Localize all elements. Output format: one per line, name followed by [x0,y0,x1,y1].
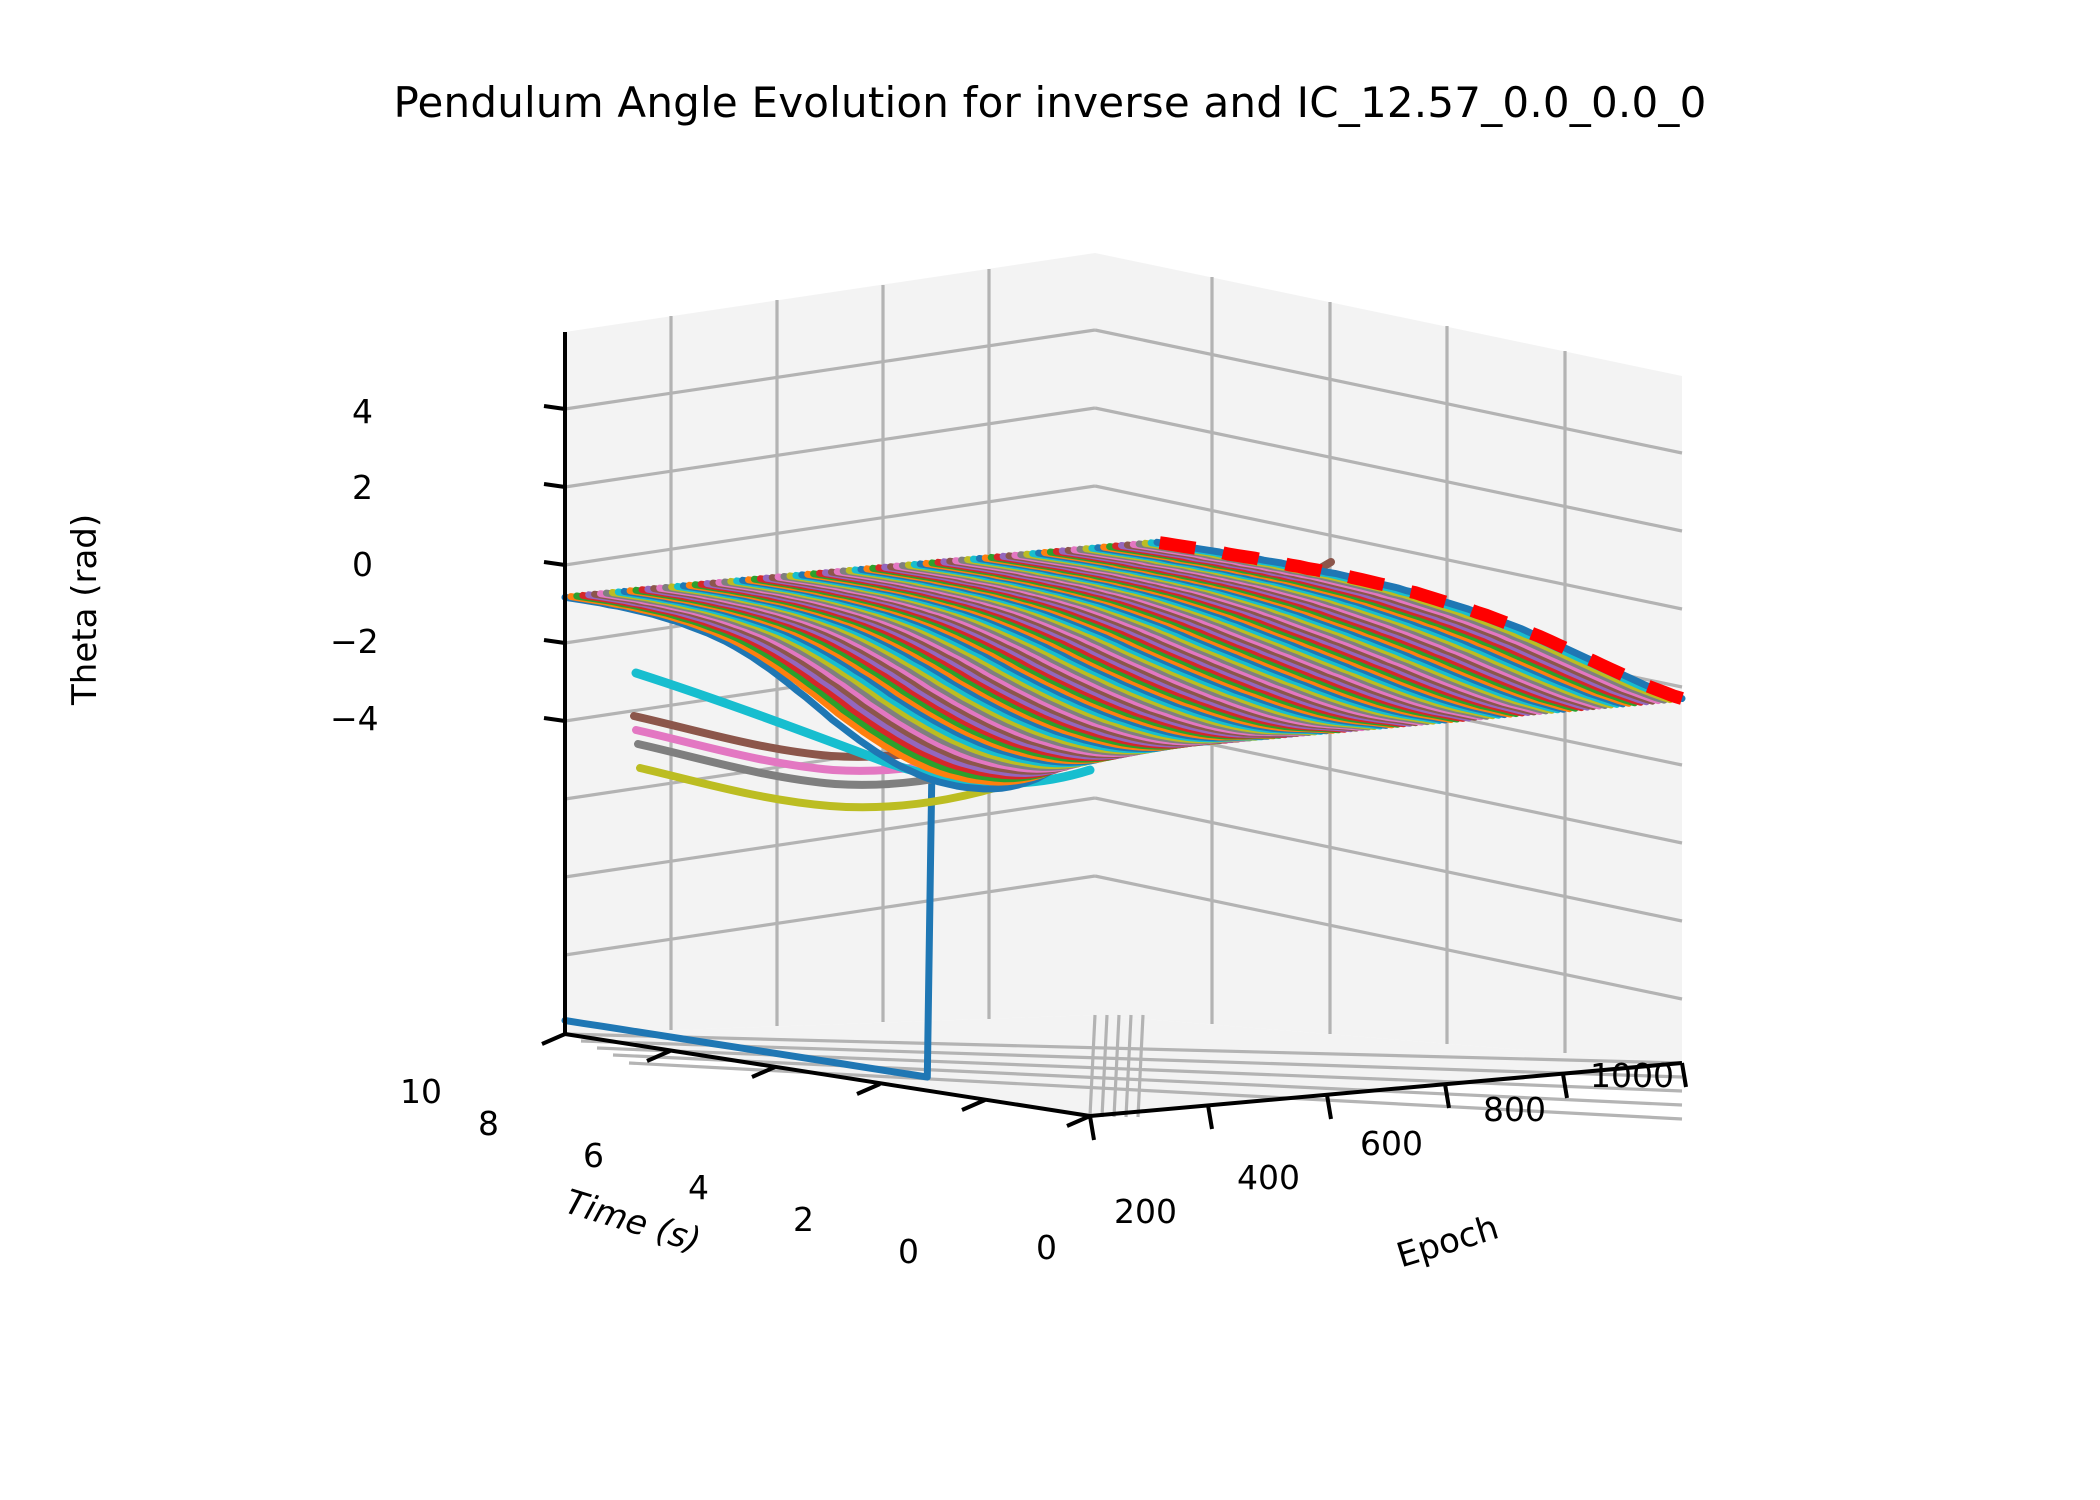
axis-ticks [541,404,1688,1141]
ztick-label-2: 2 [352,468,373,507]
epoch-trajectory-bundle [561,538,1686,793]
ztick-label-4: 4 [352,392,373,431]
ztick-label-neg4: −4 [330,699,379,738]
xtick-label-10: 10 [400,1072,442,1111]
ztick-label-0: 0 [352,545,373,584]
ytick-label-1000: 1000 [1590,1056,1674,1095]
z-axis-title: Theta (rad) [65,513,105,705]
xtick-label-2: 2 [793,1200,814,1239]
ytick-label-600: 600 [1360,1124,1423,1163]
ztick-label-neg2: −2 [330,622,379,661]
target-reference-line [1156,535,1684,705]
ytick-label-200: 200 [1114,1192,1177,1231]
ytick-label-0: 0 [1036,1228,1057,1267]
xtick-label-6: 6 [583,1136,604,1175]
page-title: Pendulum Angle Evolution for inverse and… [393,78,1707,127]
xtick-label-0: 0 [898,1232,919,1271]
ytick-label-400: 400 [1237,1158,1300,1197]
xtick-label-4: 4 [688,1168,709,1207]
axis-spines [563,332,1683,1118]
ytick-label-800: 800 [1483,1090,1546,1129]
xtick-label-8: 8 [478,1104,499,1143]
